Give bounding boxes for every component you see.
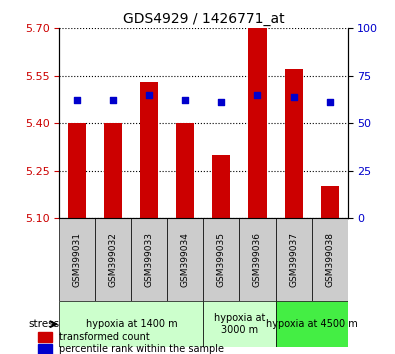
FancyBboxPatch shape — [167, 218, 203, 301]
Bar — [68, 123, 86, 218]
Text: GSM399037: GSM399037 — [289, 232, 298, 287]
Text: GSM399036: GSM399036 — [253, 232, 262, 287]
Text: percentile rank within the sample: percentile rank within the sample — [59, 344, 224, 354]
FancyBboxPatch shape — [203, 301, 276, 347]
Text: hypoxia at 1400 m: hypoxia at 1400 m — [86, 319, 177, 329]
FancyBboxPatch shape — [276, 218, 312, 301]
Point — [290, 94, 297, 99]
Text: GSM399034: GSM399034 — [181, 232, 190, 287]
Point — [326, 99, 333, 105]
Text: hypoxia at 4500 m: hypoxia at 4500 m — [266, 319, 357, 329]
FancyBboxPatch shape — [203, 218, 239, 301]
Bar — [38, 344, 52, 354]
FancyBboxPatch shape — [131, 218, 167, 301]
Point — [218, 99, 225, 105]
Text: GSM399033: GSM399033 — [145, 232, 154, 287]
FancyBboxPatch shape — [95, 218, 131, 301]
Bar — [213, 155, 230, 218]
Bar — [38, 332, 52, 342]
Point — [146, 92, 152, 97]
Bar — [104, 123, 122, 218]
FancyBboxPatch shape — [59, 218, 95, 301]
Bar — [177, 123, 194, 218]
FancyBboxPatch shape — [276, 301, 348, 347]
Text: GSM399031: GSM399031 — [73, 232, 82, 287]
Bar — [248, 28, 267, 218]
Text: transformed count: transformed count — [59, 332, 150, 342]
Point — [254, 92, 261, 97]
FancyBboxPatch shape — [312, 218, 348, 301]
Text: stress: stress — [28, 319, 59, 329]
Bar — [140, 82, 158, 218]
Text: hypoxia at
3000 m: hypoxia at 3000 m — [214, 313, 265, 335]
Point — [74, 98, 81, 103]
Bar — [321, 186, 339, 218]
Bar — [284, 69, 303, 218]
FancyBboxPatch shape — [239, 218, 276, 301]
Text: GSM399032: GSM399032 — [109, 232, 118, 287]
Text: GSM399038: GSM399038 — [325, 232, 334, 287]
Text: GSM399035: GSM399035 — [217, 232, 226, 287]
Point — [110, 98, 117, 103]
Point — [182, 98, 188, 103]
FancyBboxPatch shape — [59, 301, 203, 347]
Title: GDS4929 / 1426771_at: GDS4929 / 1426771_at — [122, 12, 284, 26]
